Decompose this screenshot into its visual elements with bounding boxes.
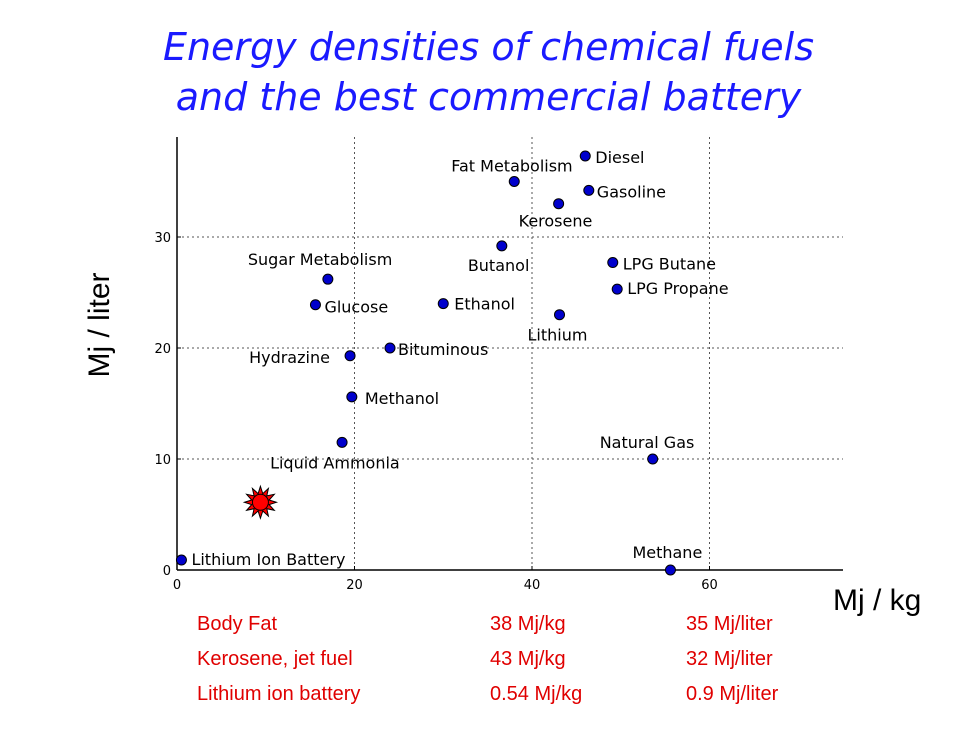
point-butanol xyxy=(496,240,508,252)
point-label-liquid-ammonia: Liquid Ammonia xyxy=(270,453,400,472)
row-2-name: Kerosene, jet fuel xyxy=(197,648,353,670)
point-label-diesel: Diesel xyxy=(595,148,644,167)
point-glucose xyxy=(309,299,321,311)
point-label-bituminous: Bituminous xyxy=(398,340,488,359)
point-ethanol xyxy=(437,298,449,310)
x-axis-label: Mj / kg xyxy=(833,584,922,617)
x-tick-label-20: 20 xyxy=(346,578,363,593)
point-liquid-ammonia xyxy=(336,436,348,448)
y-tick-label-10: 10 xyxy=(154,453,171,468)
point-lithium xyxy=(554,309,566,321)
point-methane xyxy=(664,564,676,576)
chart-points xyxy=(175,150,676,576)
point-methanol xyxy=(346,391,358,403)
point-label-lithium-ion-battery: Lithium Ion Battery xyxy=(191,550,345,569)
point-label-ethanol: Ethanol xyxy=(454,295,515,314)
title-line-1: Energy densities of chemical fuels xyxy=(162,25,815,69)
row-2-per-liter: 32 Mj/liter xyxy=(686,648,773,670)
point-label-butanol: Butanol xyxy=(468,256,530,275)
point-label-glucose: Glucose xyxy=(324,298,388,317)
y-tick-label-20: 20 xyxy=(154,342,171,357)
chart-highlight xyxy=(242,484,279,520)
point-lpg-butane xyxy=(607,257,619,269)
x-tick-label-0: 0 xyxy=(173,578,181,593)
point-fat-metabolism xyxy=(508,176,520,187)
point-gasoline xyxy=(583,184,595,196)
point-label-lpg-propane: LPG Propane xyxy=(627,279,728,298)
point-label-lpg-butane: LPG Butane xyxy=(623,255,716,274)
y-axis-label: Mj / liter xyxy=(83,272,116,378)
point-sugar-metabolism xyxy=(322,273,334,285)
x-tick-label-60: 60 xyxy=(701,578,718,593)
point-label-fat-metabolism: Fat Metabolism xyxy=(451,157,572,176)
row-1-per-liter: 35 Mj/liter xyxy=(686,613,773,635)
point-label-methane: Methane xyxy=(632,543,702,562)
highlight-star-center xyxy=(251,493,269,511)
chart-axes xyxy=(176,137,843,571)
point-hydrazine xyxy=(344,350,356,362)
point-diesel xyxy=(579,150,591,162)
point-label-methanol: Methanol xyxy=(365,389,439,408)
y-tick-label-0: 0 xyxy=(163,564,171,579)
row-1-name: Body Fat xyxy=(197,613,278,635)
point-label-kerosene: Kerosene xyxy=(519,212,593,231)
row-1-per-kg: 38 Mj/kg xyxy=(490,613,566,635)
chart-ticks: 0 20 40 60 0 10 20 30 xyxy=(154,231,717,593)
point-natural-gas xyxy=(647,453,659,465)
y-tick-label-30: 30 xyxy=(154,231,171,246)
point-label-sugar-metabolism: Sugar Metabolism xyxy=(248,250,392,269)
point-bituminous xyxy=(384,342,396,354)
point-lithium-ion-battery xyxy=(175,554,187,566)
row-2-per-kg: 43 Mj/kg xyxy=(490,648,566,670)
point-label-natural-gas: Natural Gas xyxy=(600,433,695,452)
title-line-2: and the best commercial battery xyxy=(175,75,802,119)
point-label-gasoline: Gasoline xyxy=(597,182,666,201)
point-kerosene xyxy=(553,198,565,210)
point-label-lithium: Lithium xyxy=(528,326,588,345)
slide-title: Energy densities of chemical fuels and t… xyxy=(0,22,977,122)
row-3-per-liter: 0.9 Mj/liter xyxy=(686,683,779,705)
point-label-hydrazine: Hydrazine xyxy=(249,348,330,367)
x-tick-label-40: 40 xyxy=(524,578,541,593)
row-3-per-kg: 0.54 Mj/kg xyxy=(490,683,583,705)
row-3-name: Lithium ion battery xyxy=(197,683,361,705)
point-lpg-propane xyxy=(611,283,623,295)
